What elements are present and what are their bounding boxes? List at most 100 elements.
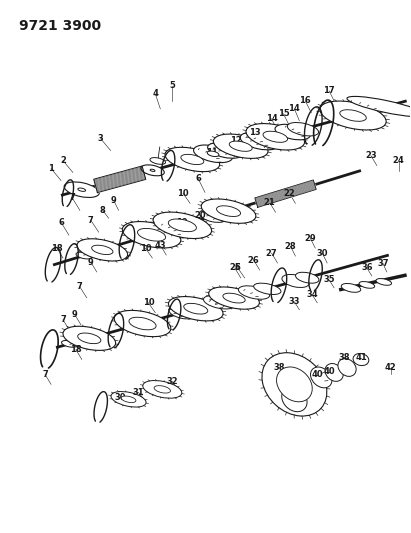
Ellipse shape (76, 252, 92, 259)
Text: 39: 39 (292, 378, 303, 387)
Text: 27: 27 (266, 248, 277, 257)
Text: 22: 22 (284, 189, 296, 198)
Ellipse shape (78, 333, 101, 344)
Text: 9: 9 (88, 257, 94, 266)
Text: 36: 36 (361, 263, 373, 272)
Ellipse shape (229, 141, 252, 151)
Ellipse shape (201, 199, 256, 223)
Ellipse shape (111, 392, 146, 407)
Text: 28: 28 (284, 241, 296, 251)
Text: 31: 31 (133, 388, 144, 397)
Text: 29: 29 (305, 233, 316, 243)
Ellipse shape (296, 272, 319, 283)
Text: 7: 7 (77, 282, 83, 292)
Ellipse shape (154, 386, 171, 393)
Text: 10: 10 (143, 298, 154, 308)
Ellipse shape (287, 123, 319, 136)
Text: 6: 6 (195, 174, 201, 183)
Text: 12: 12 (230, 136, 242, 145)
Ellipse shape (320, 101, 386, 130)
Ellipse shape (263, 131, 288, 142)
Ellipse shape (194, 145, 233, 163)
Ellipse shape (203, 295, 235, 309)
Text: 34: 34 (307, 290, 318, 300)
Text: 30: 30 (115, 393, 126, 402)
Ellipse shape (121, 396, 136, 402)
Text: 18: 18 (70, 345, 82, 354)
Text: 14: 14 (289, 104, 300, 114)
Ellipse shape (64, 182, 99, 197)
Ellipse shape (122, 222, 181, 248)
Text: 1: 1 (48, 164, 54, 173)
Ellipse shape (338, 359, 356, 376)
Text: 9721 3900: 9721 3900 (19, 19, 102, 33)
Ellipse shape (184, 303, 208, 314)
Text: 23: 23 (365, 151, 377, 160)
Ellipse shape (141, 165, 164, 176)
Text: 33: 33 (289, 297, 300, 306)
Text: 9: 9 (72, 310, 78, 319)
Ellipse shape (353, 353, 369, 366)
Ellipse shape (169, 219, 196, 232)
Ellipse shape (275, 124, 310, 140)
Ellipse shape (341, 284, 361, 292)
Text: 42: 42 (385, 363, 397, 372)
Ellipse shape (223, 293, 245, 303)
Text: 3: 3 (98, 134, 104, 143)
Text: 24: 24 (393, 156, 404, 165)
Ellipse shape (143, 381, 182, 398)
Ellipse shape (153, 212, 212, 239)
Ellipse shape (340, 110, 366, 122)
Text: 20: 20 (194, 211, 206, 220)
Text: 10: 10 (140, 244, 151, 253)
Text: 37: 37 (377, 259, 388, 268)
Ellipse shape (246, 124, 305, 150)
Polygon shape (255, 180, 316, 207)
Ellipse shape (181, 155, 204, 165)
Text: 35: 35 (323, 276, 335, 285)
Text: 30: 30 (316, 248, 328, 257)
Ellipse shape (277, 367, 312, 402)
Ellipse shape (199, 209, 227, 222)
Ellipse shape (217, 206, 240, 216)
Ellipse shape (282, 274, 309, 287)
Ellipse shape (213, 134, 268, 158)
Text: 38: 38 (274, 363, 285, 372)
Ellipse shape (77, 239, 128, 261)
Text: 6: 6 (235, 263, 241, 272)
Ellipse shape (150, 169, 155, 172)
Ellipse shape (62, 341, 77, 347)
Text: 41: 41 (356, 353, 368, 362)
Text: 15: 15 (277, 109, 289, 118)
Text: 7: 7 (60, 315, 66, 324)
Text: 18: 18 (51, 244, 63, 253)
Text: 6: 6 (58, 218, 64, 227)
Text: 9: 9 (111, 196, 116, 205)
Polygon shape (94, 166, 146, 192)
Text: 7: 7 (69, 193, 75, 202)
Ellipse shape (129, 317, 156, 330)
Ellipse shape (376, 279, 392, 285)
Ellipse shape (92, 245, 113, 255)
Ellipse shape (240, 132, 279, 150)
Ellipse shape (209, 287, 259, 309)
Ellipse shape (138, 229, 166, 241)
Text: 13: 13 (249, 128, 261, 137)
Text: 26: 26 (248, 255, 260, 264)
Text: 40: 40 (323, 367, 335, 376)
Ellipse shape (254, 283, 281, 295)
Text: 14: 14 (266, 114, 277, 123)
Text: 25: 25 (229, 263, 241, 272)
Ellipse shape (347, 96, 411, 117)
Text: 5: 5 (169, 82, 175, 91)
Text: 17: 17 (323, 86, 335, 95)
Text: 7: 7 (42, 370, 48, 379)
Ellipse shape (262, 353, 327, 416)
Text: 10: 10 (177, 189, 189, 198)
Text: 4: 4 (152, 90, 158, 99)
Ellipse shape (165, 147, 219, 172)
Text: 7: 7 (88, 216, 94, 225)
Text: 40: 40 (312, 370, 323, 379)
Text: 2: 2 (60, 156, 66, 165)
Text: 43: 43 (155, 240, 166, 249)
